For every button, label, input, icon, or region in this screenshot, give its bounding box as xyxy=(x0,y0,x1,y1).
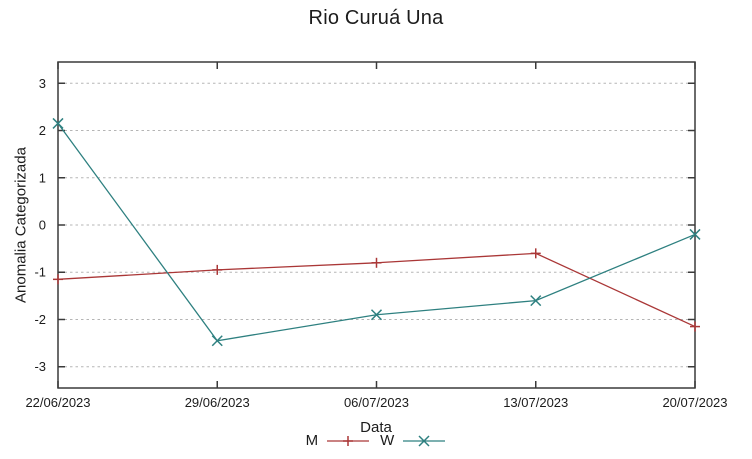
x-tick-label: 22/06/2023 xyxy=(25,395,90,410)
x-axis-label: Data xyxy=(360,419,392,436)
y-tick-label: -2 xyxy=(34,312,46,327)
data-point-W xyxy=(689,228,701,240)
legend-label-w: W xyxy=(380,432,395,449)
chart-title: Rio Curuá Una xyxy=(308,7,444,29)
data-point-W xyxy=(370,309,383,321)
y-tick-label: 0 xyxy=(39,218,46,233)
y-tick-label: -1 xyxy=(34,265,46,280)
y-tick-label: 2 xyxy=(39,123,46,138)
data-point-W xyxy=(530,295,542,307)
x-tick-label: 29/06/2023 xyxy=(185,395,250,410)
legend-marker-W xyxy=(418,434,430,447)
x-tick-label: 13/07/2023 xyxy=(503,395,568,410)
y-tick-label: 1 xyxy=(39,170,46,185)
y-tick-label: 3 xyxy=(39,76,46,91)
plot-border xyxy=(57,61,696,389)
data-point-W xyxy=(52,117,64,129)
legend-item-w: W xyxy=(380,432,446,449)
series-line-W xyxy=(57,123,696,342)
legend-item-m: M xyxy=(306,432,371,449)
legend: M W xyxy=(0,432,752,449)
legend-swatch-m-plus-marker-icon xyxy=(327,435,370,446)
x-tick-label: 06/07/2023 xyxy=(344,395,409,410)
legend-swatch-w-cross-marker-icon xyxy=(403,434,446,447)
legend-label-m: M xyxy=(305,432,319,449)
y-tick-label: -3 xyxy=(34,359,46,374)
data-point-W xyxy=(211,335,223,347)
x-tick-label: 20/07/2023 xyxy=(662,395,727,410)
